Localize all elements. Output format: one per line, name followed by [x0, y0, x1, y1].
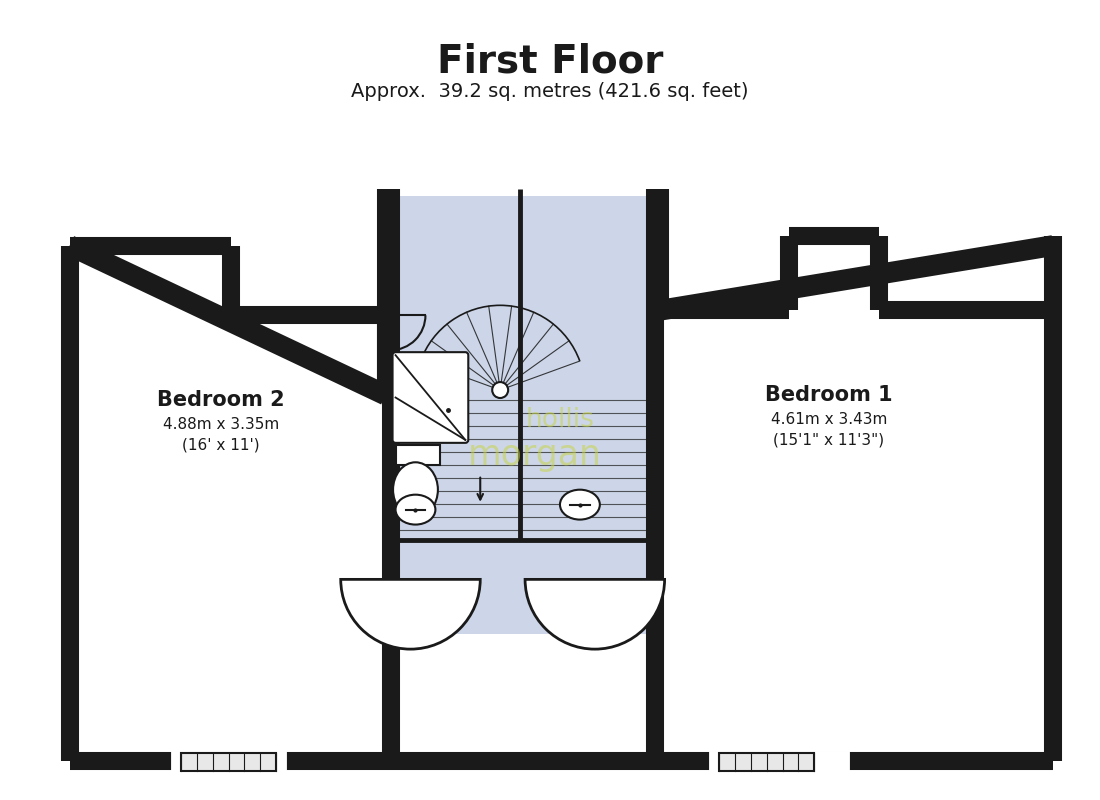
- Text: (15'1" x 11'3"): (15'1" x 11'3"): [773, 432, 884, 447]
- Text: First Floor: First Floor: [437, 42, 663, 80]
- Text: 4.61m x 3.43m: 4.61m x 3.43m: [771, 413, 888, 427]
- Wedge shape: [525, 579, 664, 649]
- Ellipse shape: [560, 490, 600, 519]
- Bar: [182, 753, 276, 770]
- Circle shape: [492, 382, 508, 398]
- Bar: [390, 196, 660, 634]
- Text: 4.88m x 3.35m: 4.88m x 3.35m: [163, 418, 279, 433]
- Text: Bedroom 2: Bedroom 2: [157, 390, 285, 410]
- Bar: [396, 445, 440, 465]
- Text: morgan: morgan: [469, 438, 602, 472]
- Bar: [719, 753, 814, 770]
- Text: Approx.  39.2 sq. metres (421.6 sq. feet): Approx. 39.2 sq. metres (421.6 sq. feet): [351, 82, 749, 101]
- Ellipse shape: [396, 494, 436, 525]
- Text: (16' x 11'): (16' x 11'): [183, 438, 260, 452]
- Ellipse shape: [393, 462, 438, 517]
- FancyBboxPatch shape: [393, 352, 469, 443]
- Wedge shape: [341, 579, 481, 649]
- Text: hollis: hollis: [526, 407, 594, 433]
- Text: Bedroom 1: Bedroom 1: [766, 385, 893, 405]
